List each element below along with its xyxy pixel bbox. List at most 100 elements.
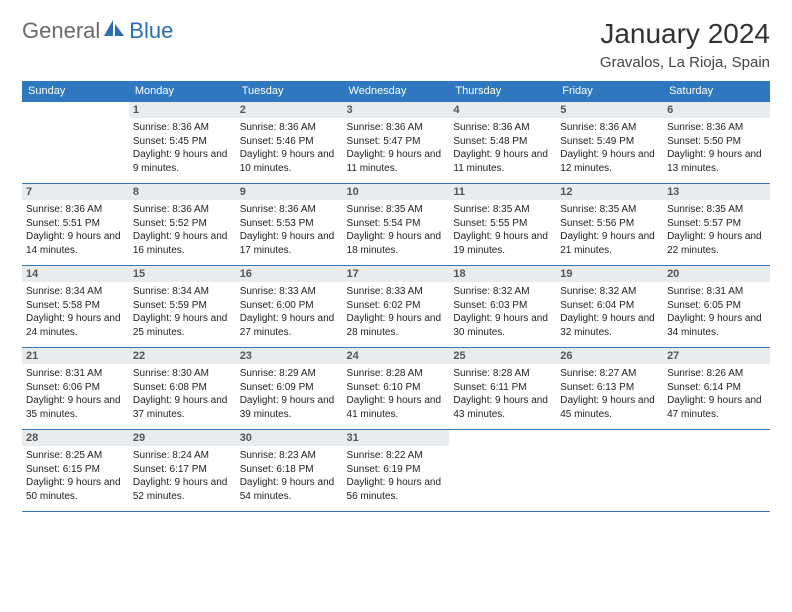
day-cell: 26 Sunrise: 8:27 AMSunset: 6:13 PMDayligh…: [556, 348, 663, 430]
day-header: Sunday: [22, 81, 129, 102]
day-number: 17: [343, 266, 450, 282]
day-details: Sunrise: 8:33 AMSunset: 6:00 PMDaylight:…: [240, 285, 339, 339]
day-number: 12: [556, 184, 663, 200]
day-number: 26: [556, 348, 663, 364]
day-number: 6: [663, 102, 770, 118]
day-cell: 10 Sunrise: 8:35 AMSunset: 5:54 PMDayligh…: [343, 184, 450, 266]
title-block: January 2024 Gravalos, La Rioja, Spain: [600, 18, 770, 71]
day-header: Tuesday: [236, 81, 343, 102]
day-details: Sunrise: 8:23 AMSunset: 6:18 PMDaylight:…: [240, 449, 339, 503]
day-cell: [663, 430, 770, 512]
day-details: Sunrise: 8:35 AMSunset: 5:54 PMDaylight:…: [347, 203, 446, 257]
day-cell: 21Sunrise: 8:31 AMSunset: 6:06 PMDayligh…: [22, 348, 129, 430]
day-cell: 5 Sunrise: 8:36 AMSunset: 5:49 PMDaylight…: [556, 102, 663, 184]
sail-icon: [102, 18, 126, 44]
brand-part1: General: [22, 18, 100, 44]
day-cell: 22 Sunrise: 8:30 AMSunset: 6:08 PMDayligh…: [129, 348, 236, 430]
day-cell: 2 Sunrise: 8:36 AMSunset: 5:46 PMDaylight…: [236, 102, 343, 184]
day-number: 18: [449, 266, 556, 282]
day-details: Sunrise: 8:32 AMSunset: 6:04 PMDaylight:…: [560, 285, 659, 339]
day-number: 29: [129, 430, 236, 446]
week-row: 21Sunrise: 8:31 AMSunset: 6:06 PMDayligh…: [22, 348, 770, 430]
day-cell: 29 Sunrise: 8:24 AMSunset: 6:17 PMDayligh…: [129, 430, 236, 512]
day-number: 10: [343, 184, 450, 200]
day-number: 30: [236, 430, 343, 446]
day-details: Sunrise: 8:29 AMSunset: 6:09 PMDaylight:…: [240, 367, 339, 421]
day-number: 3: [343, 102, 450, 118]
day-number: 4: [449, 102, 556, 118]
day-cell: 3 Sunrise: 8:36 AMSunset: 5:47 PMDaylight…: [343, 102, 450, 184]
day-cell: 28 Sunrise: 8:25 AMSunset: 6:15 PMDayligh…: [22, 430, 129, 512]
day-details: Sunrise: 8:32 AMSunset: 6:03 PMDaylight:…: [453, 285, 552, 339]
day-number: 11: [449, 184, 556, 200]
day-details: Sunrise: 8:34 AMSunset: 5:58 PMDaylight:…: [26, 285, 125, 339]
day-details: Sunrise: 8:34 AMSunset: 5:59 PMDaylight:…: [133, 285, 232, 339]
day-cell: 12 Sunrise: 8:35 AMSunset: 5:56 PMDayligh…: [556, 184, 663, 266]
day-header: Thursday: [449, 81, 556, 102]
day-number: 31: [343, 430, 450, 446]
day-cell: 1 Sunrise: 8:36 AMSunset: 5:45 PMDaylight…: [129, 102, 236, 184]
day-details: Sunrise: 8:25 AMSunset: 6:15 PMDaylight:…: [26, 449, 125, 503]
day-details: Sunrise: 8:35 AMSunset: 5:55 PMDaylight:…: [453, 203, 552, 257]
day-cell: 9Sunrise: 8:36 AMSunset: 5:53 PMDaylight…: [236, 184, 343, 266]
day-details: Sunrise: 8:36 AMSunset: 5:45 PMDaylight:…: [133, 121, 232, 175]
day-cell: [449, 430, 556, 512]
week-row: 1 Sunrise: 8:36 AMSunset: 5:45 PMDaylight…: [22, 102, 770, 184]
day-header-row: SundayMondayTuesdayWednesdayThursdayFrid…: [22, 81, 770, 102]
day-cell: 31 Sunrise: 8:22 AMSunset: 6:19 PMDayligh…: [343, 430, 450, 512]
day-number: 19: [556, 266, 663, 282]
day-header: Monday: [129, 81, 236, 102]
day-number: 25: [449, 348, 556, 364]
day-cell: [556, 430, 663, 512]
day-number: 13: [663, 184, 770, 200]
day-number: 16: [236, 266, 343, 282]
day-details: Sunrise: 8:36 AMSunset: 5:48 PMDaylight:…: [453, 121, 552, 175]
day-number: 15: [129, 266, 236, 282]
day-details: Sunrise: 8:36 AMSunset: 5:46 PMDaylight:…: [240, 121, 339, 175]
day-details: Sunrise: 8:36 AMSunset: 5:51 PMDaylight:…: [26, 203, 125, 257]
day-header: Saturday: [663, 81, 770, 102]
day-details: Sunrise: 8:36 AMSunset: 5:52 PMDaylight:…: [133, 203, 232, 257]
day-cell: 14 Sunrise: 8:34 AMSunset: 5:58 PMDayligh…: [22, 266, 129, 348]
location-subtitle: Gravalos, La Rioja, Spain: [600, 54, 770, 71]
day-header: Friday: [556, 81, 663, 102]
day-details: Sunrise: 8:26 AMSunset: 6:14 PMDaylight:…: [667, 367, 766, 421]
day-details: Sunrise: 8:35 AMSunset: 5:56 PMDaylight:…: [560, 203, 659, 257]
day-cell: 25 Sunrise: 8:28 AMSunset: 6:11 PMDayligh…: [449, 348, 556, 430]
brand-part2: Blue: [129, 18, 173, 44]
day-details: Sunrise: 8:36 AMSunset: 5:50 PMDaylight:…: [667, 121, 766, 175]
day-cell: 11 Sunrise: 8:35 AMSunset: 5:55 PMDayligh…: [449, 184, 556, 266]
day-details: Sunrise: 8:33 AMSunset: 6:02 PMDaylight:…: [347, 285, 446, 339]
day-number: 1: [129, 102, 236, 118]
day-details: Sunrise: 8:36 AMSunset: 5:53 PMDaylight:…: [240, 203, 339, 257]
day-number: 7: [22, 184, 129, 200]
day-number: 2: [236, 102, 343, 118]
day-cell: 30 Sunrise: 8:23 AMSunset: 6:18 PMDayligh…: [236, 430, 343, 512]
day-details: Sunrise: 8:24 AMSunset: 6:17 PMDaylight:…: [133, 449, 232, 503]
day-details: Sunrise: 8:31 AMSunset: 6:05 PMDaylight:…: [667, 285, 766, 339]
day-cell: 8Sunrise: 8:36 AMSunset: 5:52 PMDaylight…: [129, 184, 236, 266]
day-number: 28: [22, 430, 129, 446]
day-cell: 23Sunrise: 8:29 AMSunset: 6:09 PMDayligh…: [236, 348, 343, 430]
week-row: 28 Sunrise: 8:25 AMSunset: 6:15 PMDayligh…: [22, 430, 770, 512]
day-number: 14: [22, 266, 129, 282]
page-header: General Blue January 2024 Gravalos, La R…: [22, 18, 770, 71]
day-details: Sunrise: 8:36 AMSunset: 5:47 PMDaylight:…: [347, 121, 446, 175]
day-details: Sunrise: 8:28 AMSunset: 6:10 PMDaylight:…: [347, 367, 446, 421]
day-cell: 13Sunrise: 8:35 AMSunset: 5:57 PMDayligh…: [663, 184, 770, 266]
day-number: 5: [556, 102, 663, 118]
day-cell: 19 Sunrise: 8:32 AMSunset: 6:04 PMDayligh…: [556, 266, 663, 348]
day-cell: 17 Sunrise: 8:33 AMSunset: 6:02 PMDayligh…: [343, 266, 450, 348]
day-details: Sunrise: 8:36 AMSunset: 5:49 PMDaylight:…: [560, 121, 659, 175]
day-details: Sunrise: 8:30 AMSunset: 6:08 PMDaylight:…: [133, 367, 232, 421]
day-cell: 15 Sunrise: 8:34 AMSunset: 5:59 PMDayligh…: [129, 266, 236, 348]
day-cell: 16 Sunrise: 8:33 AMSunset: 6:00 PMDayligh…: [236, 266, 343, 348]
day-details: Sunrise: 8:28 AMSunset: 6:11 PMDaylight:…: [453, 367, 552, 421]
brand-logo: General Blue: [22, 18, 173, 44]
day-number: 22: [129, 348, 236, 364]
day-cell: 4 Sunrise: 8:36 AMSunset: 5:48 PMDaylight…: [449, 102, 556, 184]
day-details: Sunrise: 8:27 AMSunset: 6:13 PMDaylight:…: [560, 367, 659, 421]
day-details: Sunrise: 8:22 AMSunset: 6:19 PMDaylight:…: [347, 449, 446, 503]
day-details: Sunrise: 8:31 AMSunset: 6:06 PMDaylight:…: [26, 367, 125, 421]
day-number: 24: [343, 348, 450, 364]
